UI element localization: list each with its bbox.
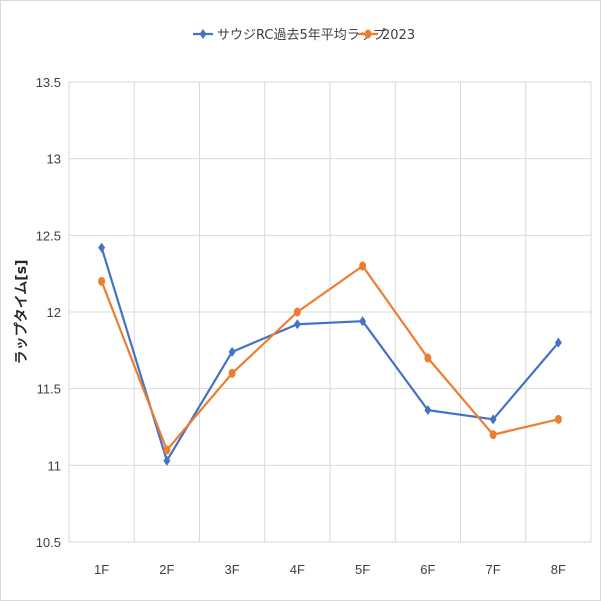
series-group (98, 242, 562, 466)
y-tick-label: 11.5 (37, 382, 61, 397)
legend-label-1: サウジRC過去5年平均ラップ (217, 28, 386, 43)
x-tick-label: 6F (420, 562, 435, 577)
y-tick-label: 13.5 (36, 75, 61, 90)
x-tick-label: 3F (225, 562, 240, 577)
data-point-circle (163, 445, 171, 455)
y-tick-label: 12 (47, 305, 61, 320)
y-tick-label: 11 (48, 458, 62, 473)
x-tick-label: 7F (486, 562, 501, 577)
data-point-diamond (228, 346, 236, 357)
legend-marker-diamond (199, 29, 207, 39)
data-point-circle (359, 261, 367, 271)
series-line-1 (100, 247, 560, 462)
y-axis-ticks: 10.5 11 11.5 12 12.5 13 13.5 (36, 75, 61, 550)
data-point-circle (98, 276, 106, 286)
y-tick-label: 13 (47, 152, 61, 167)
legend-marker-circle (364, 29, 372, 39)
series-line-2 (100, 264, 559, 452)
x-axis-ticks: 1F 2F 3F 4F 5F 6F 7F 8F (94, 562, 566, 577)
data-point-diamond (489, 414, 497, 425)
data-point-circle (228, 368, 236, 378)
data-point-diamond (98, 242, 106, 253)
legend-label-2: 2023 (382, 28, 415, 43)
data-point-diamond (163, 455, 171, 466)
y-tick-label: 12.5 (36, 228, 61, 243)
data-point-diamond (359, 316, 367, 327)
x-tick-label: 4F (290, 562, 305, 577)
x-tick-label: 8F (551, 562, 566, 577)
y-tick-label: 10.5 (36, 535, 61, 550)
x-tick-label: 2F (159, 562, 174, 577)
y-axis-label: ラップタイム[s] (14, 260, 30, 365)
x-tick-label: 1F (94, 562, 109, 577)
data-point-circle (293, 307, 301, 317)
data-point-circle (424, 353, 432, 363)
x-tick-label: 5F (355, 562, 370, 577)
data-point-circle (489, 430, 497, 440)
grid-lines (68, 81, 592, 543)
data-point-diamond (293, 319, 301, 330)
data-point-diamond (424, 405, 432, 416)
data-point-diamond (554, 337, 562, 348)
data-point-circle (554, 414, 562, 424)
